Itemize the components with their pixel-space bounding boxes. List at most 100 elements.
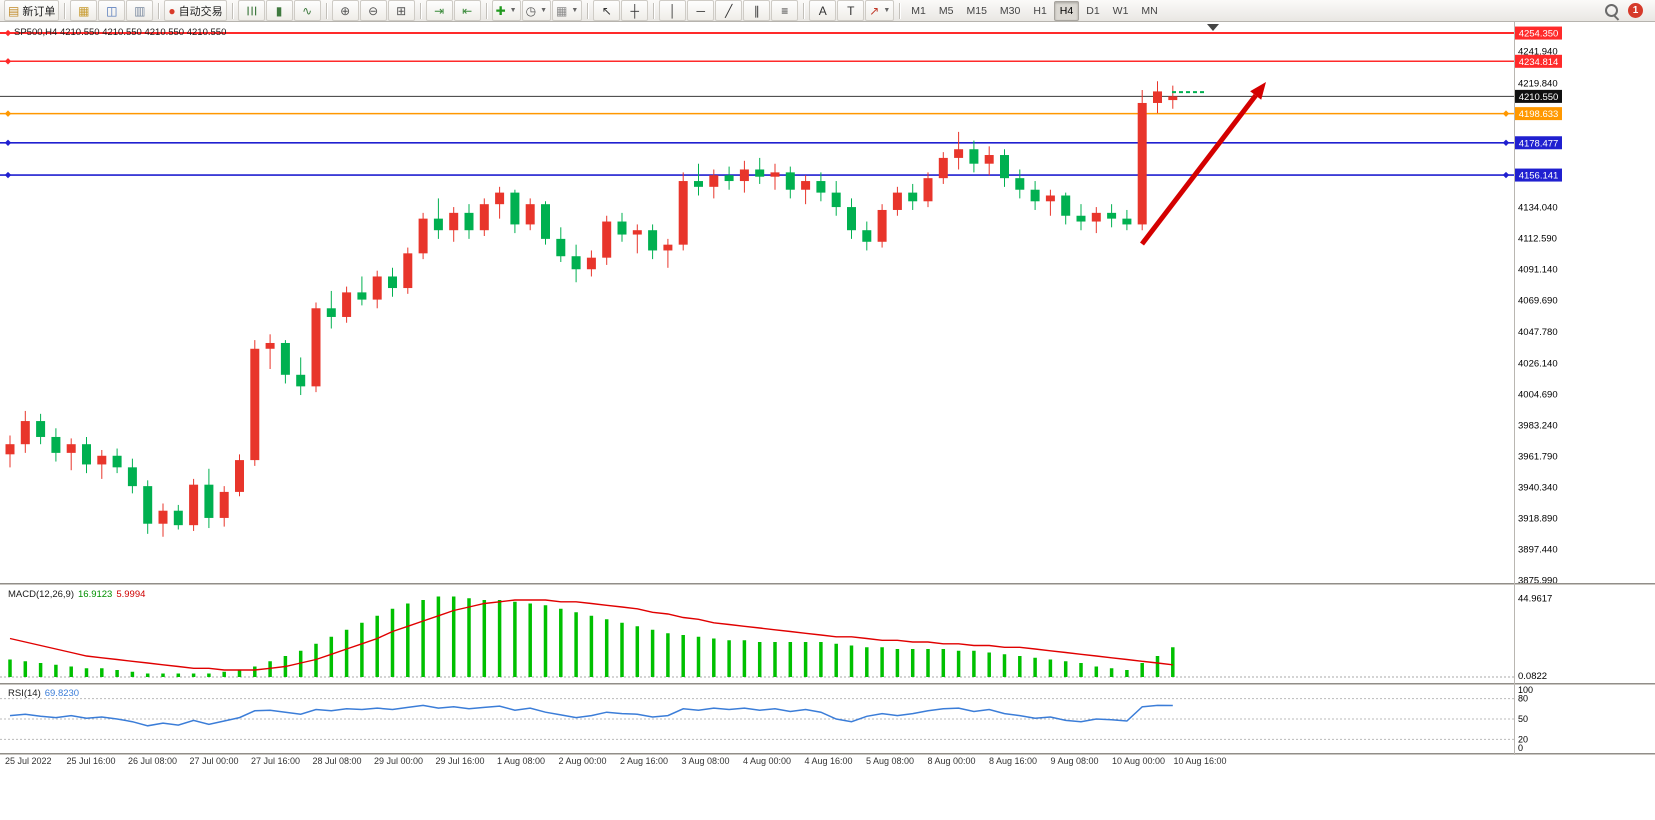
line-handle[interactable] xyxy=(4,29,12,37)
rsi-indicator-label: RSI(14) 69.8230 xyxy=(8,688,79,699)
search-icon[interactable] xyxy=(1605,4,1618,17)
line-handle[interactable] xyxy=(4,171,12,179)
price-axis-label: 4219.840 xyxy=(1518,78,1558,89)
line-handle[interactable] xyxy=(4,139,12,146)
candle xyxy=(739,160,749,193)
indicators-icon: ✚ xyxy=(495,3,506,18)
text-label-icon[interactable]: T xyxy=(837,0,865,21)
auto-trading-button[interactable]: ● 自动交易 xyxy=(164,0,227,21)
candlestick-chart-icon[interactable]: ▮ xyxy=(265,0,293,21)
time-axis[interactable]: 25 Jul 2022 25 Jul 16:00 26 Jul 08:00 27 Ju… xyxy=(0,756,1514,772)
market-watch-icon: ▥ xyxy=(134,3,146,18)
price-tag-label: 4210.550 xyxy=(1519,92,1559,103)
candle xyxy=(219,486,229,527)
notification-badge[interactable]: 1 xyxy=(1628,3,1643,18)
zoom-in-icon[interactable]: ⊕ xyxy=(331,0,359,21)
timeframe-h1-button[interactable]: H1 xyxy=(1033,4,1047,17)
templates-button[interactable]: ▦ ▼ xyxy=(552,0,583,21)
trend-arrow-head[interactable] xyxy=(1250,82,1266,100)
candle xyxy=(433,198,443,239)
candle xyxy=(847,198,856,239)
chart-shift-icon[interactable]: ⇤ xyxy=(453,0,481,21)
equidistant-channel-icon[interactable]: ∥ xyxy=(743,0,771,21)
tile-windows-icon[interactable]: ⊞ xyxy=(387,0,415,21)
price-tag-label: 4234.814 xyxy=(1519,57,1559,68)
zoom-out-icon[interactable]: ⊖ xyxy=(359,0,387,21)
new-chart-icon[interactable]: ▦ xyxy=(70,0,98,21)
pane-divider[interactable] xyxy=(0,683,1655,685)
candle xyxy=(464,204,474,239)
timeframe-h4-button[interactable]: H4 xyxy=(1053,0,1080,21)
candle xyxy=(663,238,673,268)
line-handle[interactable] xyxy=(4,110,12,117)
crosshair-icon[interactable]: ┼ xyxy=(621,0,649,21)
candle xyxy=(785,166,795,199)
candle xyxy=(632,224,642,254)
timeframe-m5-button[interactable]: M5 xyxy=(938,4,954,17)
chevron-down-icon: ▼ xyxy=(540,7,548,14)
macd-signal-value: 5.9994 xyxy=(116,589,146,600)
main-price-chart[interactable]: 4241.940 4219.840 4134.040 4112.590 4091.140… xyxy=(0,22,1655,583)
line-chart-icon[interactable]: ∿ xyxy=(293,0,321,21)
price-axis-label: 3940.340 xyxy=(1518,483,1558,494)
pane-divider[interactable] xyxy=(0,753,1655,755)
candle xyxy=(479,198,489,236)
timeframe-d1-button[interactable]: D1 xyxy=(1086,4,1100,17)
candle xyxy=(36,413,46,445)
rsi-scale-label: 80 xyxy=(1518,694,1528,704)
timeframe-m15-button[interactable]: M15 xyxy=(966,4,987,17)
price-tag-label: 4178.477 xyxy=(1519,138,1559,149)
price-axis-label: 3983.240 xyxy=(1518,421,1558,432)
candle xyxy=(173,504,183,530)
text-icon[interactable]: A xyxy=(809,0,837,21)
time-axis-label: 29 Jul 16:00 xyxy=(435,756,485,766)
timeframe-mn-button[interactable]: MN xyxy=(1141,4,1158,17)
trend-arrow[interactable] xyxy=(1140,93,1258,246)
candle xyxy=(1061,192,1071,225)
horizontal-line-icon[interactable]: ─ xyxy=(687,0,715,21)
price-tag-label: 4254.350 xyxy=(1519,29,1559,40)
timeframe-m1-button[interactable]: M1 xyxy=(911,4,926,17)
timeframe-w1-button[interactable]: W1 xyxy=(1112,4,1129,17)
time-axis-label: 3 Aug 08:00 xyxy=(681,756,730,766)
time-axis-label: 2 Aug 00:00 xyxy=(558,756,607,766)
line-handle[interactable] xyxy=(4,58,12,65)
profiles-icon[interactable]: ◫ xyxy=(98,0,126,21)
macd-scale-min: 0.0822 xyxy=(1518,671,1547,682)
macd-main-value: 16.9123 xyxy=(78,589,113,600)
price-axis-label: 4091.140 xyxy=(1518,265,1558,276)
cursor-icon[interactable]: ↖ xyxy=(593,0,621,21)
new-order-button[interactable]: ▤ 新订单 xyxy=(4,0,60,21)
candle xyxy=(495,186,505,219)
periods-button[interactable]: ◷ ▼ xyxy=(521,0,552,21)
toolbar-separator xyxy=(325,2,327,19)
macd-scale-max: 44.9617 xyxy=(1518,593,1552,604)
line-handle[interactable] xyxy=(1502,139,1510,146)
market-watch-icon[interactable]: ▥ xyxy=(126,0,154,21)
candle xyxy=(541,201,550,245)
chart-shift-marker[interactable] xyxy=(1207,24,1219,31)
candle xyxy=(556,227,566,263)
indicators-button[interactable]: ✚ ▼ xyxy=(491,0,521,21)
fibonacci-icon[interactable]: ≡ xyxy=(771,0,799,21)
line-chart-icon: ∿ xyxy=(302,3,313,18)
candle xyxy=(831,181,841,216)
price-axis-label: 3918.890 xyxy=(1518,514,1558,525)
candle xyxy=(280,340,290,384)
macd-indicator-pane[interactable]: 44.9617 0.0822 xyxy=(0,585,1655,683)
pane-divider[interactable] xyxy=(0,583,1655,585)
line-handle[interactable] xyxy=(1502,171,1510,179)
auto-scroll-icon[interactable]: ⇥ xyxy=(425,0,453,21)
candle xyxy=(1107,204,1117,228)
vertical-line-icon[interactable]: │ xyxy=(659,0,687,21)
line-handle[interactable] xyxy=(1502,110,1510,117)
arrows-icon[interactable]: ↗ ▼ xyxy=(865,0,895,21)
bars-chart-icon[interactable]: ☰ xyxy=(237,0,265,21)
timeframe-m30-button[interactable]: M30 xyxy=(999,4,1021,17)
time-axis-label: 10 Aug 16:00 xyxy=(1173,756,1227,766)
trendline-icon[interactable]: ╱ xyxy=(715,0,743,21)
candle xyxy=(709,169,719,199)
candle xyxy=(1015,169,1025,199)
